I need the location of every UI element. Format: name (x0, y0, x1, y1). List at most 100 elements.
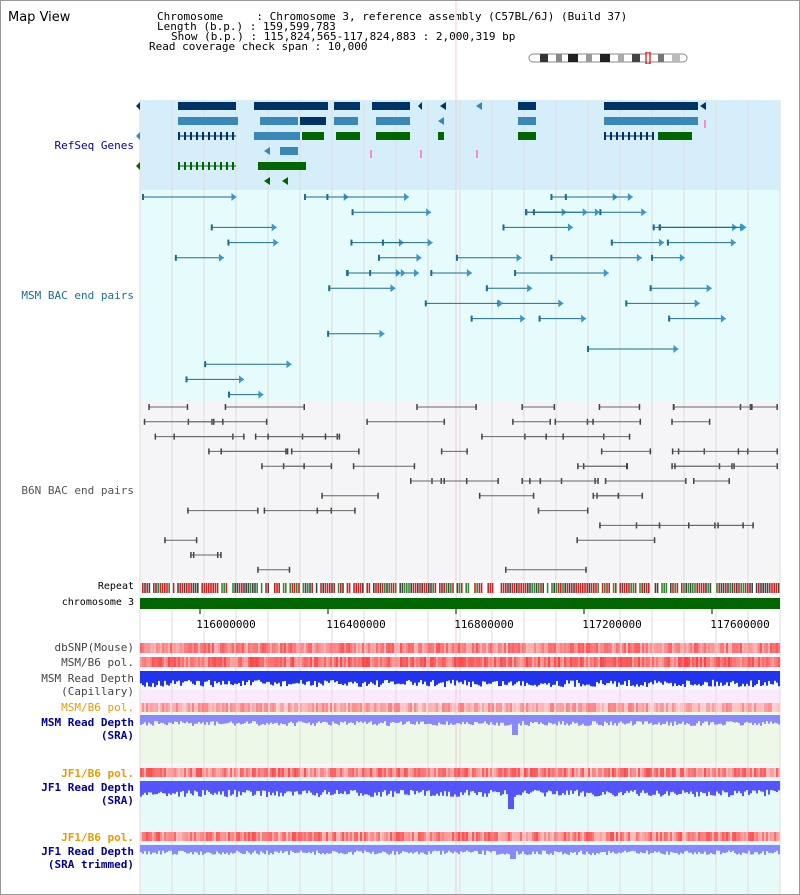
jf1-depth-sra-bar (610, 781, 612, 794)
b6n-bac-end (497, 478, 499, 484)
msm-b6-pol-sra-cell (288, 703, 290, 712)
msm-depth-sra-bar (516, 715, 518, 735)
chromosome-ideogram[interactable] (528, 52, 690, 64)
msm-b6-pol-sra-cell (620, 703, 622, 712)
dbsnp-cell (550, 643, 552, 653)
jf1-b6-pol-trimmed-label[interactable]: JF1/B6 pol. (61, 831, 134, 844)
msm-b6-pol-cell (296, 657, 298, 667)
jf1-b6-pol-trimmed-cell (516, 832, 518, 841)
msm-depth-capillary-label[interactable]: MSM Read Depth (41, 672, 134, 685)
refseq-gene (136, 102, 140, 110)
msm-b6-pol-cell (598, 657, 600, 667)
msm-bac-end (227, 239, 230, 246)
dbsnp-track-label[interactable]: dbSNP(Mouse) (54, 641, 134, 654)
msm-depth-sra-bar (576, 715, 578, 723)
jf1-b6-pol-cell (732, 768, 734, 777)
msm-depth-capillary-bar (626, 671, 628, 687)
msm-b6-pol-sra-cell (192, 703, 194, 712)
repeat-track-label[interactable]: Repeat (97, 581, 134, 592)
jf1-depth-trimmed-bar (624, 845, 626, 851)
msm-b6-pol-sra-cell (354, 703, 356, 712)
msm-b6-pol-sra-cell (558, 703, 560, 712)
repeat-element (494, 583, 496, 593)
repeat-element (632, 583, 635, 593)
jf1-b6-pol-trimmed-cell (566, 832, 568, 841)
msm-depth-capillary-bar (484, 671, 486, 682)
msm-b6-pol-cell (692, 657, 694, 667)
msm-b6-pol-sra-cell (658, 703, 660, 712)
jf1-b6-pol-cell (280, 768, 282, 777)
jf1-b6-pol-trimmed-cell (692, 832, 694, 841)
msm-depth-sra-bar (480, 715, 482, 724)
msm-b6-pol-sra-label[interactable]: MSM/B6 pol. (61, 701, 134, 714)
b6n-bac-end (512, 418, 514, 425)
jf1-depth-trimmed-bar (244, 845, 246, 854)
b6n-bac-end (222, 418, 224, 425)
msm-b6-pol-sra-cell (708, 703, 710, 712)
refseq-gene (264, 147, 270, 155)
jf1-b6-pol-cell (252, 768, 254, 777)
msm-depth-sra-bar (198, 715, 200, 723)
dbsnp-cell (584, 643, 586, 653)
dbsnp-cell (292, 643, 294, 653)
jf1-b6-pol-cell (738, 768, 740, 777)
repeat-element (247, 583, 250, 593)
jf1-b6-pol-trimmed-cell (648, 832, 650, 841)
msm-b6-pol-cell (646, 657, 648, 667)
msm-b6-pol-cell (372, 657, 374, 667)
jf1-depth-trimmed-bar (648, 845, 650, 855)
jf1-b6-pol-trimmed-cell (658, 832, 660, 841)
jf1-depth-trimmed-bar (598, 845, 600, 854)
msm-depth-sra-bar (474, 715, 476, 722)
msm-b6-pol-cell (658, 657, 660, 667)
msm-b6-pol-cell (364, 657, 366, 667)
jf1-depth-trimmed-bar (418, 845, 420, 855)
jf1-b6-pol-cell (314, 768, 316, 777)
dbsnp-cell (314, 643, 316, 653)
msm-b6-pol-sra-cell (358, 703, 360, 712)
jf1-depth-trimmed-bar (698, 845, 700, 852)
repeat-element (758, 583, 760, 593)
msm-depth-sra-label[interactable]: MSM Read Depth (41, 716, 134, 729)
jf1-depth-trimmed-bar (240, 845, 242, 854)
dbsnp-cell (524, 643, 526, 653)
msm-b6-pol-track-label[interactable]: MSM/B6 pol. (61, 656, 134, 669)
b6n-bac-end (377, 492, 379, 499)
msm-b6-pol-cell (500, 657, 502, 667)
jf1-b6-pol-trimmed-cell (762, 832, 764, 841)
jf1-b6-pol-cell (274, 768, 276, 777)
jf1-depth-sra-bar (458, 781, 460, 797)
msm-depth-capillary-bar (394, 671, 396, 685)
jf1-depth-sra-bar (756, 781, 758, 794)
refseq-gene (264, 177, 270, 185)
msm-depth-sra-bar (494, 715, 496, 726)
jf1-depth-sra-bar (498, 781, 500, 793)
jf1-b6-pol-cell (532, 768, 534, 777)
msm-bac-track-label[interactable]: MSM BAC end pairs (21, 289, 134, 302)
refseq-track-label[interactable]: RefSeq Genes (54, 139, 134, 152)
msm-b6-pol-sra-cell (178, 703, 180, 712)
jf1-depth-trimmed-bar (248, 845, 250, 853)
msm-b6-pol-cell (638, 657, 640, 667)
chromosome-track-label[interactable]: chromosome 3 (61, 597, 134, 608)
jf1-b6-pol-cell (278, 768, 280, 777)
jf1-depth-sra-label[interactable]: JF1 Read Depth (41, 781, 134, 794)
msm-b6-pol-cell (390, 657, 392, 667)
msm-depth-capillary-bar (222, 671, 224, 681)
msm-b6-pol-cell (284, 657, 286, 667)
jf1-depth-sra-bar (482, 781, 484, 797)
jf1-b6-pol-cell (412, 768, 414, 777)
b6n-bac-track-label[interactable]: B6N BAC end pairs (21, 484, 134, 497)
jf1-depth-trimmed-bar (366, 845, 368, 853)
msm-b6-pol-sra-cell (542, 703, 544, 712)
msm-b6-pol-cell (530, 657, 532, 667)
msm-depth-capillary-bar (652, 671, 654, 685)
msm-b6-pol-cell (350, 657, 352, 667)
jf1-b6-pol-trimmed-cell (550, 832, 552, 841)
jf1-depth-trimmed-label[interactable]: JF1 Read Depth (41, 845, 134, 858)
jf1-b6-pol-label[interactable]: JF1/B6 pol. (61, 767, 134, 780)
msm-b6-pol-sra-cell (396, 703, 398, 712)
msm-b6-pol-cell (234, 657, 236, 667)
jf1-b6-pol-cell (554, 768, 556, 777)
